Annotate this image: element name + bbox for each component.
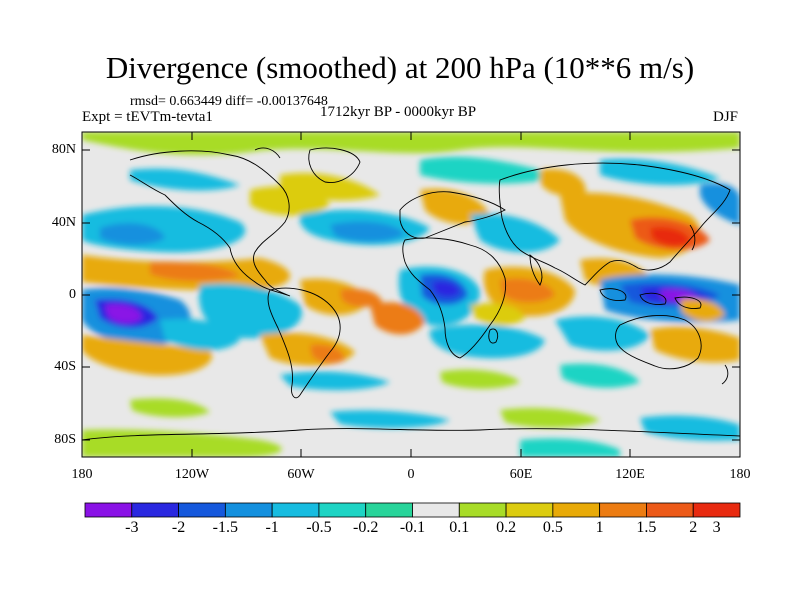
- colorbar-swatch: [224, 502, 273, 518]
- season-label: DJF: [712, 109, 738, 125]
- y-label-0: 0: [69, 287, 76, 302]
- map-title: Divergence (smoothed) at 200 hPa (10**6 …: [105, 50, 695, 85]
- y-label-80s: 80S: [54, 432, 76, 447]
- colorbar-label: -0.5: [306, 519, 332, 536]
- colorbar-label: -1: [265, 519, 279, 536]
- y-label-80n: 80N: [51, 142, 76, 157]
- colorbar-swatch: [692, 502, 741, 518]
- colorbar-swatch: [131, 502, 179, 518]
- colorbar-swatch: [178, 502, 226, 518]
- colorbar-swatch: [271, 502, 320, 518]
- x-label-0: 0: [407, 467, 415, 482]
- x-label-120w: 120W: [174, 467, 210, 482]
- colorbar-label: -0.2: [353, 519, 379, 536]
- colorbar-label: 0.5: [542, 519, 563, 536]
- colorbar-swatch: [365, 502, 413, 518]
- colorbar-swatch: [84, 502, 133, 518]
- colorbar-swatch: [552, 502, 601, 518]
- colorbar-label: 0.2: [496, 519, 517, 536]
- y-label-40s: 40S: [54, 359, 76, 374]
- colorbar-label: -2: [171, 519, 186, 536]
- colorbar-label: 1.5: [636, 519, 657, 536]
- x-label-120e: 120E: [615, 467, 645, 482]
- colorbar-label: 0.1: [449, 519, 470, 536]
- colorbar-swatch: [458, 502, 507, 518]
- colorbar-label: 2: [689, 519, 698, 536]
- colorbar-label: 3: [712, 519, 721, 536]
- period-label: 1712kyr BP - 0000kyr BP: [320, 104, 477, 120]
- colorbar-swatch: [318, 502, 367, 518]
- x-label-180w: 180: [71, 467, 93, 482]
- divergence-field: [82, 132, 740, 457]
- x-label-60w: 60W: [287, 467, 315, 482]
- colorbar: [84, 502, 741, 518]
- y-label-40n: 40N: [51, 215, 76, 230]
- x-label-60e: 60E: [509, 467, 533, 482]
- experiment-label: Expt = tEVTm-tevta1: [82, 109, 213, 125]
- colorbar-label: -3: [125, 519, 139, 536]
- axis-ticks: [81, 132, 741, 457]
- colorbar-swatch: [412, 502, 460, 518]
- colorbar-swatch: [646, 502, 694, 518]
- colorbar-swatch: [599, 502, 647, 518]
- coastlines: [82, 147, 740, 441]
- x-label-180e: 180: [729, 467, 751, 482]
- colorbar-swatch: [505, 502, 554, 518]
- colorbar-label: 1: [595, 519, 604, 536]
- colorbar-label: -1.5: [212, 519, 238, 536]
- colorbar-label: -0.1: [399, 519, 426, 536]
- stats-line: rmsd= 0.663449 diff= -0.00137648: [130, 94, 328, 109]
